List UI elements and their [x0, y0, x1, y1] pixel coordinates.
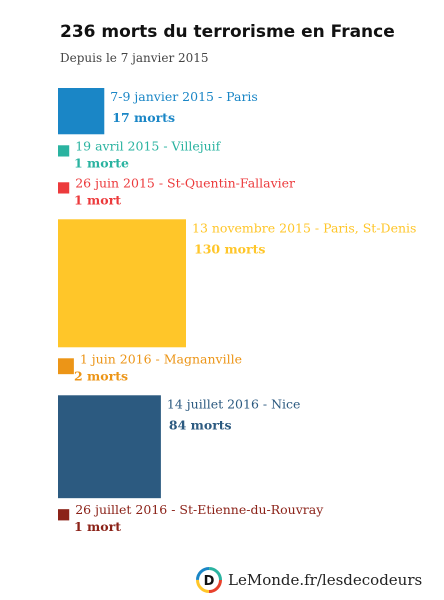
- value-label-5: 84 morts: [169, 417, 232, 432]
- event-label-0: 7-9 janvier 2015 - Paris: [110, 89, 258, 104]
- square-2: [58, 182, 70, 194]
- value-label-6: 1 mort: [74, 519, 121, 534]
- footer-credit[interactable]: D LeMonde.fr/lesdecodeurs: [196, 566, 422, 594]
- chart-subtitle: Depuis le 7 janvier 2015: [60, 51, 209, 65]
- value-label-0: 17 morts: [112, 110, 175, 125]
- square-5: [58, 395, 161, 499]
- event-label-6: 26 juillet 2016 - St-Etienne-du-Rouvray: [75, 502, 324, 517]
- square-0: [58, 88, 105, 135]
- footer-link[interactable]: LeMonde.fr/lesdecodeurs: [228, 571, 423, 589]
- event-label-3: 13 novembre 2015 - Paris, St-Denis: [192, 220, 416, 235]
- value-label-4: 2 morts: [74, 368, 128, 383]
- event-label-1: 19 avril 2015 - Villejuif: [75, 138, 221, 153]
- event-label-4: 1 juin 2016 - Magnanville: [80, 351, 242, 366]
- square-6: [58, 509, 70, 521]
- event-label-5: 14 juillet 2016 - Nice: [167, 396, 301, 411]
- proportional-squares-chart: 7-9 janvier 2015 - Paris 17 morts 19 avril…: [58, 88, 416, 534]
- square-4: [58, 358, 74, 375]
- event-label-2: 26 juin 2015 - St-Quentin-Fallavier: [75, 175, 295, 190]
- logo-letter: D: [204, 574, 215, 589]
- value-label-3: 130 morts: [194, 241, 265, 256]
- square-1: [58, 145, 70, 157]
- les-decodeurs-logo-icon: D: [196, 567, 222, 593]
- chart-title: 236 morts du terrorisme en France: [60, 22, 395, 42]
- value-label-1: 1 morte: [74, 155, 129, 170]
- value-label-2: 1 mort: [74, 192, 121, 207]
- square-3: [58, 219, 186, 348]
